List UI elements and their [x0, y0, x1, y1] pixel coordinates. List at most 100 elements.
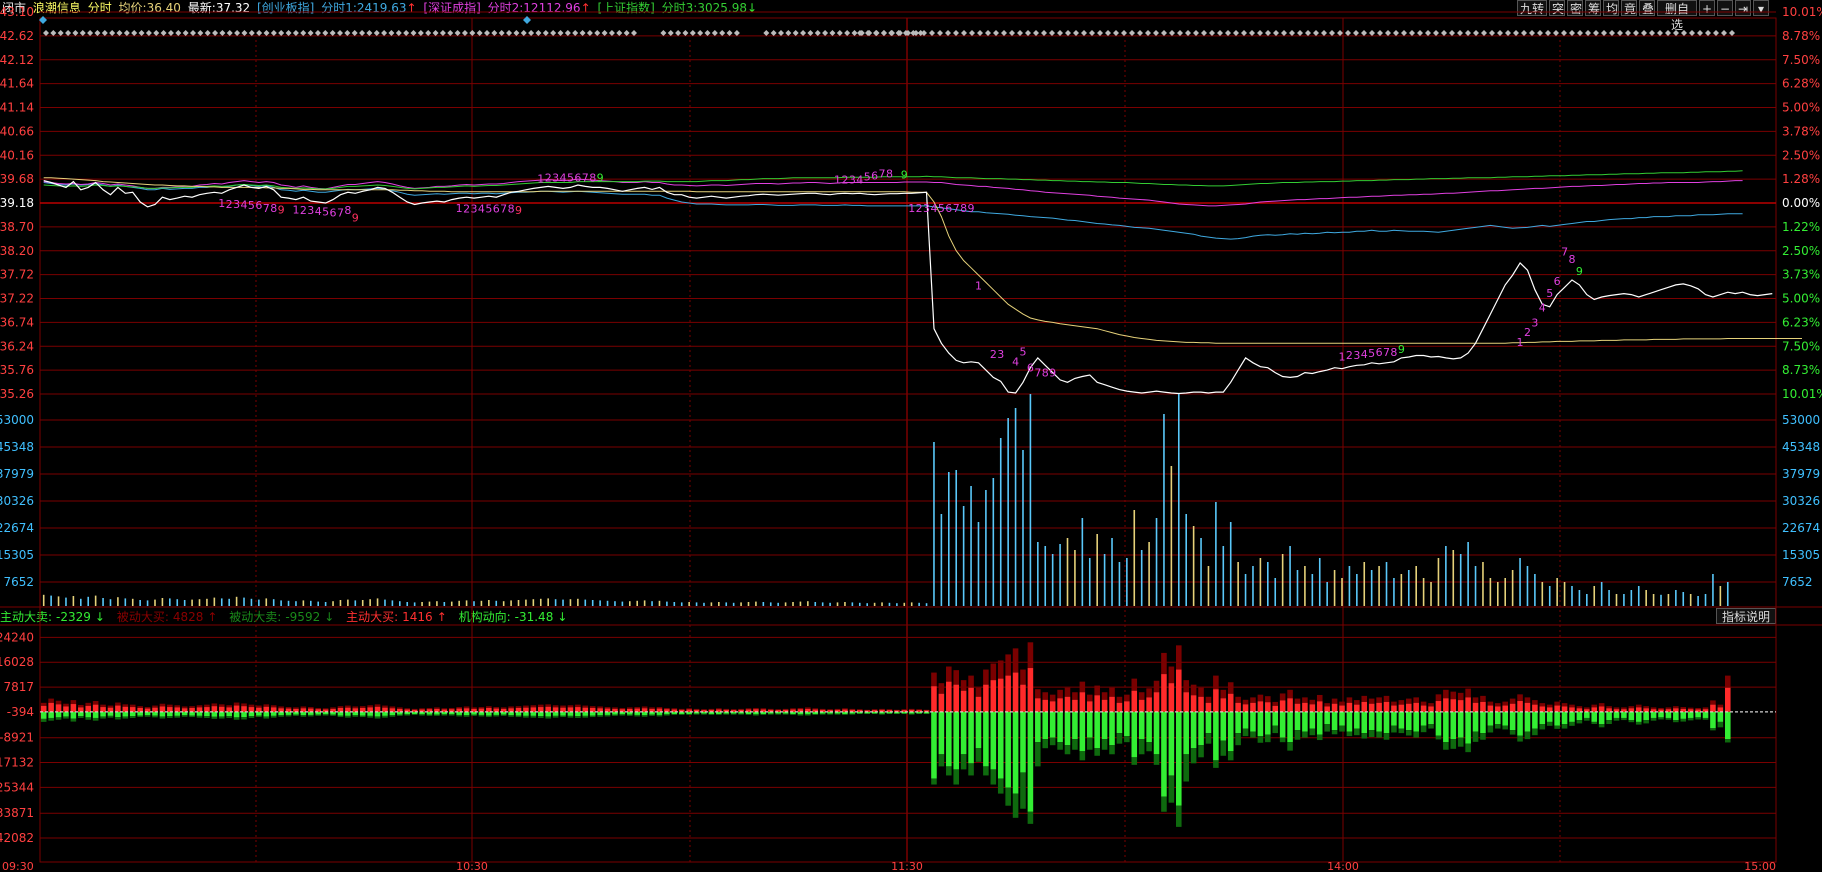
active-sell-bar	[530, 711, 537, 716]
active-sell-bar	[1272, 711, 1279, 726]
pct-tick-label: 7.50%	[1782, 339, 1820, 353]
active-sell-bar	[938, 711, 945, 755]
event-marker-icon	[1417, 30, 1423, 36]
passive-buy-bar	[790, 708, 796, 710]
event-marker-icon	[682, 30, 689, 36]
active-sell-bar	[1621, 711, 1627, 718]
passive-sell-bar	[1354, 728, 1360, 736]
active-sell-bar	[382, 711, 388, 716]
passive-sell-bar	[411, 714, 418, 715]
active-buy-bar	[708, 709, 715, 712]
passive-sell-bar	[1539, 724, 1546, 730]
active-buy-bar	[411, 709, 418, 712]
passive-buy-bar	[946, 666, 952, 682]
nine-turn-count: 2	[1524, 326, 1531, 339]
active-sell-bar	[330, 711, 336, 715]
pct-tick-label: 1.22%	[1782, 220, 1820, 234]
active-buy-bar	[1450, 699, 1457, 712]
event-marker-icon	[1001, 30, 1007, 36]
event-marker-icon	[985, 30, 991, 36]
passive-sell-bar	[40, 718, 47, 722]
active-sell-bar	[1346, 711, 1353, 732]
passive-buy-bar	[189, 706, 195, 708]
passive-buy-bar	[1168, 666, 1175, 684]
volume-tick-label: 45348	[0, 440, 34, 454]
passive-buy-bar	[1242, 699, 1249, 705]
active-sell-bar	[1354, 711, 1360, 729]
passive-buy-bar	[1109, 687, 1115, 697]
passive-buy-bar	[864, 709, 870, 711]
event-marker-icon	[219, 30, 226, 36]
passive-sell-bar	[1294, 730, 1301, 740]
event-marker-icon	[929, 30, 935, 36]
passive-buy-bar	[716, 708, 722, 710]
passive-buy-bar	[248, 704, 255, 708]
event-marker-icon	[175, 30, 182, 36]
active-sell-bar	[901, 711, 908, 714]
nine-turn-count: 1	[975, 280, 982, 293]
nine-turn-count: 6	[945, 202, 952, 215]
active-buy-bar	[486, 707, 492, 712]
passive-sell-bar	[1576, 720, 1583, 724]
passive-buy-bar	[968, 675, 974, 688]
active-sell-bar	[456, 711, 462, 715]
passive-sell-bar	[1190, 748, 1197, 764]
passive-sell-bar	[953, 769, 960, 785]
passive-sell-bar	[70, 718, 77, 722]
volume-tick-label: 15305	[0, 548, 34, 562]
active-sell-bar	[1457, 711, 1464, 738]
active-sell-bar	[1116, 711, 1123, 734]
nine-turn-count: 3	[233, 198, 240, 211]
passive-sell-bar	[656, 714, 663, 717]
active-buy-bar	[144, 708, 151, 712]
passive-sell-bar	[1621, 717, 1627, 721]
active-buy-bar	[931, 686, 937, 712]
active-sell-bar	[1227, 711, 1234, 752]
passive-sell-bar	[1532, 728, 1538, 736]
event-marker-icon	[1689, 30, 1695, 36]
active-buy-bar	[1413, 702, 1419, 712]
passive-sell-bar	[478, 714, 485, 717]
passive-sell-bar	[1487, 725, 1494, 733]
passive-buy-bar	[1376, 697, 1382, 703]
passive-buy-bar	[1131, 678, 1138, 691]
passive-buy-bar	[649, 707, 655, 709]
passive-buy-bar	[575, 704, 581, 708]
pct-tick-label: 5.00%	[1782, 292, 1820, 306]
active-buy-bar	[70, 704, 77, 712]
active-buy-bar	[575, 707, 581, 712]
passive-buy-bar	[92, 701, 99, 705]
active-buy-bar	[946, 681, 952, 712]
passive-sell-bar	[1339, 725, 1345, 732]
passive-buy-bar	[894, 709, 900, 711]
passive-sell-bar	[849, 713, 856, 715]
announcement-icon	[523, 16, 531, 24]
nine-turn-count: 2	[1346, 349, 1353, 362]
event-marker-icon	[873, 30, 879, 36]
active-sell-bar	[1443, 711, 1449, 743]
passive-buy-bar	[115, 702, 121, 706]
passive-buy-bar	[1665, 707, 1672, 710]
event-marker-icon	[1673, 30, 1679, 36]
passive-buy-bar	[1257, 694, 1264, 702]
passive-buy-bar	[879, 708, 885, 710]
pct-tick-label: 3.73%	[1782, 268, 1820, 282]
active-buy-bar	[1109, 696, 1115, 712]
flow-tick-label: -42082	[0, 831, 34, 845]
active-buy-bar	[1606, 708, 1612, 712]
nine-turn-count: 8	[960, 202, 967, 215]
event-marker-icon	[1497, 30, 1503, 36]
active-sell-bar	[211, 711, 218, 717]
passive-sell-bar	[359, 715, 366, 718]
event-marker-icon	[726, 30, 733, 36]
event-marker-icon	[1641, 30, 1647, 36]
active-buy-bar	[181, 708, 188, 712]
active-buy-bar	[248, 707, 255, 712]
passive-buy-bar	[1724, 675, 1731, 688]
active-sell-bar	[1049, 711, 1056, 738]
active-buy-bar	[174, 707, 181, 712]
passive-sell-bar	[1049, 737, 1056, 746]
passive-buy-bar	[1161, 652, 1167, 675]
passive-sell-bar	[1717, 721, 1724, 728]
